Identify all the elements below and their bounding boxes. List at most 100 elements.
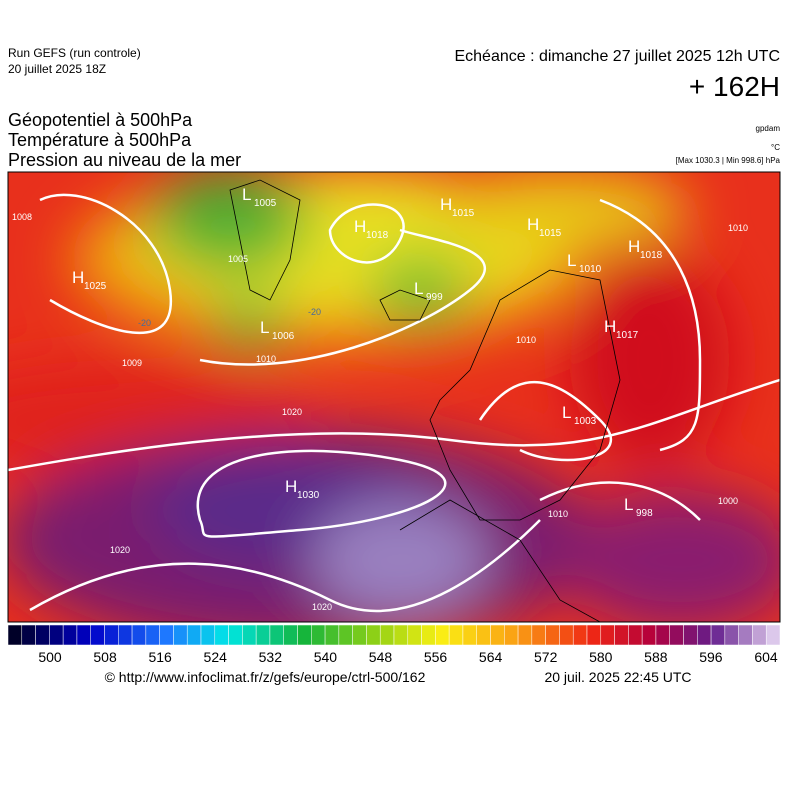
field: Géopotentiel à 500hPa	[8, 110, 193, 130]
color-box	[379, 624, 395, 646]
color-box	[628, 624, 643, 646]
color-box	[545, 624, 560, 646]
center-symbol: L	[260, 318, 269, 337]
color-box	[297, 624, 312, 646]
color-box	[269, 624, 284, 646]
center-value: 999	[426, 292, 443, 303]
temperature-label: -20	[308, 307, 321, 317]
center-symbol: L	[567, 251, 576, 270]
color-box	[311, 624, 326, 646]
color-box	[62, 624, 78, 646]
color-box	[600, 624, 615, 646]
color-box	[200, 624, 216, 646]
isobar-label: 1009	[122, 358, 142, 368]
color-box	[228, 624, 243, 646]
color-box	[504, 624, 519, 646]
center-symbol: H	[354, 217, 366, 236]
isobar-label: 1020	[312, 602, 332, 612]
colorbar-label: 572	[534, 649, 558, 665]
color-box	[421, 624, 436, 646]
center-value: 1015	[539, 228, 562, 239]
created: 20 juil. 2025 22:45 UTC	[544, 669, 691, 685]
color-box	[255, 624, 271, 646]
colorbar-label: 532	[259, 649, 283, 665]
colorbar-label: 508	[93, 649, 117, 665]
center-symbol: L	[562, 403, 571, 422]
color-box	[186, 624, 202, 646]
colorbar-label: 500	[38, 649, 62, 665]
colorbar-label: 564	[479, 649, 503, 665]
color-box	[7, 624, 23, 646]
colorbar-label: 524	[204, 649, 228, 665]
color-box	[752, 624, 767, 646]
color-box	[738, 624, 753, 646]
color-box	[572, 624, 588, 646]
color-box	[338, 624, 353, 646]
color-box	[683, 624, 698, 646]
isobar-label: 1020	[282, 407, 302, 417]
color-box	[242, 624, 257, 646]
center-value: 998	[636, 508, 653, 519]
center-symbol: H	[604, 317, 616, 336]
color-box	[448, 624, 464, 646]
color-box	[21, 624, 36, 646]
isobar-label: 1010	[548, 509, 568, 519]
center-value: 1005	[254, 198, 277, 209]
color-box	[283, 624, 298, 646]
color-box	[641, 624, 657, 646]
color-box	[614, 624, 629, 646]
center-symbol: H	[440, 195, 452, 214]
unit: gpdam	[756, 124, 781, 133]
color-box	[407, 624, 422, 646]
center-value: 1003	[574, 416, 597, 427]
isobar-label: 1010	[256, 354, 276, 364]
color-box	[35, 624, 50, 646]
colorbar-label: 516	[148, 649, 172, 665]
field: Température à 500hPa	[8, 130, 192, 150]
isobar-label: 1020	[110, 545, 130, 555]
center-value: 1006	[272, 331, 295, 342]
color-box	[173, 624, 188, 646]
center-symbol: H	[72, 268, 84, 287]
color-box	[655, 624, 670, 646]
center-symbol: L	[414, 279, 423, 298]
color-box	[490, 624, 505, 646]
colorbar-label: 548	[369, 649, 393, 665]
center-value: 1025	[84, 281, 107, 292]
isobar-label: 1005	[228, 254, 248, 264]
source: © http://www.infoclimat.fr/z/gefs/europe…	[105, 669, 426, 685]
color-box	[393, 624, 409, 646]
color-box	[324, 624, 340, 646]
color-box	[118, 624, 133, 646]
color-box	[214, 624, 229, 646]
color-box	[90, 624, 105, 646]
colorbar-label: 540	[314, 649, 338, 665]
isobar-label: 1008	[12, 212, 32, 222]
center-value: 1015	[452, 208, 475, 219]
color-box	[697, 624, 712, 646]
colorbar-label: 580	[589, 649, 613, 665]
center-symbol: L	[242, 185, 251, 204]
colorbar-label: 596	[699, 649, 723, 665]
isobar-label: 1010	[516, 335, 536, 345]
colorbar-label: 588	[644, 649, 668, 665]
center-value: 1017	[616, 330, 639, 341]
color-box	[765, 624, 781, 646]
center-value: 1018	[640, 250, 663, 261]
center-symbol: H	[628, 237, 640, 256]
color-box	[517, 624, 533, 646]
color-box	[669, 624, 684, 646]
run: Run GEFS (run controle)	[8, 46, 141, 60]
color-box	[476, 624, 491, 646]
color-box	[131, 624, 147, 646]
unit: [Max 1030.3 | Min 998.6] hPa	[676, 156, 781, 165]
colorbar-label: 556	[424, 649, 448, 665]
color-box	[559, 624, 574, 646]
color-box	[435, 624, 450, 646]
color-box	[586, 624, 602, 646]
isobar-label: 1000	[718, 496, 738, 506]
color-box	[710, 624, 726, 646]
center-value: 1030	[297, 490, 320, 501]
